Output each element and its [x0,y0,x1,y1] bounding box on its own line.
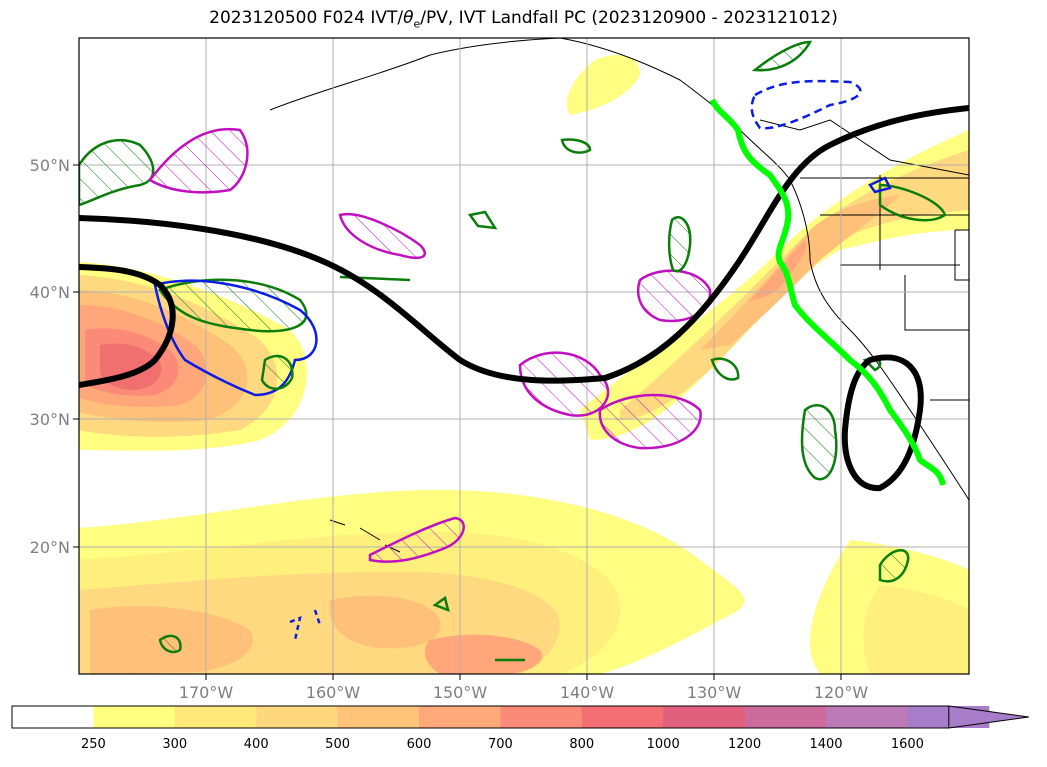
colorbar-frame [11,705,950,729]
lon-label: 150°W [433,683,488,702]
colorbar-label: 250 [81,737,106,752]
colorbar-label: 700 [488,737,513,752]
chart-title: 2023120500 F024 IVT/θe/PV, IVT Landfall … [209,8,838,31]
colorbar-swatch [744,706,827,728]
colorbar-swatch [256,706,339,728]
colorbar-label: 1400 [809,737,842,752]
colorbar-extend-arrow [907,705,1029,729]
colorbar-swatch [12,706,94,728]
colorbar-swatch [581,706,664,728]
colorbar-label: 300 [162,737,187,752]
colorbar-label: 800 [569,737,594,752]
colorbar-swatch [500,706,583,728]
colorbar-swatch [826,706,908,728]
colorbar-swatch [93,706,176,728]
colorbar-swatch [337,706,420,728]
coastlines [269,38,969,553]
lon-label: 120°W [814,683,869,702]
colorbar-label: 500 [325,737,350,752]
colorbar-label: 1600 [891,737,924,752]
lat-label: 50°N [30,156,70,175]
lat-label: 30°N [30,410,70,429]
colorbar-label: 1000 [647,737,680,752]
colorbar-label: 600 [407,737,432,752]
theta-e-contours [79,105,969,492]
map-frame [78,37,970,675]
colorbar-label: 1200 [728,737,761,752]
ivt-landfall-path [709,98,946,486]
ivt-colorbar: 250 300 400 500 600 700 800 1000 1200 1400 1600 [11,705,1029,752]
lon-label: 170°W [179,683,234,702]
lat-label: 20°N [30,538,70,557]
colorbar-swatch [663,706,746,728]
colorbar-swatch [174,706,257,728]
colorbar-label: 400 [244,737,269,752]
longitude-labels: 170°W 160°W 150°W 140°W 130°W 120°W [179,683,869,702]
pv-contours [79,40,947,662]
ivt-shading [79,55,969,674]
lon-label: 130°W [687,683,742,702]
map-panel [79,38,969,674]
lon-label: 140°W [560,683,615,702]
axis-ticks [73,164,842,680]
latitude-labels: 50°N 40°N 30°N 20°N [30,156,70,557]
lat-label: 40°N [30,283,70,302]
colorbar-swatch [419,706,501,728]
lon-label: 160°W [306,683,361,702]
